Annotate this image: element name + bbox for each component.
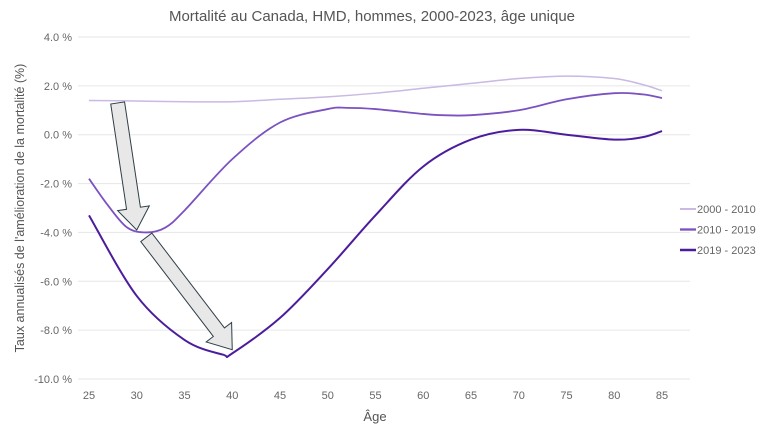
y-tick-label: -8.0 % <box>40 325 72 337</box>
x-tick-label: 25 <box>83 390 95 402</box>
arrow-icon <box>140 232 233 351</box>
x-tick-label: 50 <box>322 390 334 402</box>
series-line-3 <box>88 128 663 359</box>
x-tick-label: 45 <box>274 390 286 402</box>
legend-label: 2000 - 2010 <box>697 204 756 216</box>
y-tick-label: 2.0 % <box>44 81 72 93</box>
x-axis-label: Âge <box>363 409 386 424</box>
legend: 2000 - 2010 2010 - 2019 2019 - 2023 <box>680 204 756 257</box>
y-tick-label: 4.0 % <box>44 32 72 44</box>
x-tick-label: 85 <box>656 390 668 402</box>
x-tick-label: 80 <box>608 390 620 402</box>
series-lines <box>88 75 663 359</box>
annotation-arrows <box>110 101 233 351</box>
series-line-1 <box>88 75 663 103</box>
y-tick-label: -6.0 % <box>40 276 72 288</box>
y-tick-label: 0.0 % <box>44 130 72 142</box>
arrow-icon <box>110 101 151 231</box>
chart-title: Mortalité au Canada, HMD, hommes, 2000-2… <box>169 8 575 25</box>
gridlines <box>78 36 690 380</box>
legend-label: 2010 - 2019 <box>697 225 756 237</box>
x-tick-label: 55 <box>369 390 381 402</box>
x-tick-label: 35 <box>178 390 190 402</box>
y-tick-label: -4.0 % <box>40 227 72 239</box>
y-axis-label: Taux annualisés de l'amélioration de la … <box>13 64 27 353</box>
x-axis-ticks: 25 30 35 40 45 50 55 60 65 70 75 80 85 <box>83 390 668 402</box>
x-tick-label: 40 <box>226 390 238 402</box>
legend-label: 2019 - 2023 <box>697 245 756 257</box>
series-line-2 <box>88 92 663 234</box>
x-tick-label: 70 <box>513 390 525 402</box>
y-tick-label: -10.0 % <box>34 374 72 386</box>
y-tick-label: -2.0 % <box>40 179 72 191</box>
x-tick-label: 30 <box>131 390 143 402</box>
y-axis-ticks: 4.0 % 2.0 % 0.0 % -2.0 % -4.0 % -6.0 % -8.0 % -… <box>34 32 72 386</box>
x-tick-label: 75 <box>560 390 572 402</box>
x-tick-label: 65 <box>465 390 477 402</box>
x-tick-label: 60 <box>417 390 429 402</box>
